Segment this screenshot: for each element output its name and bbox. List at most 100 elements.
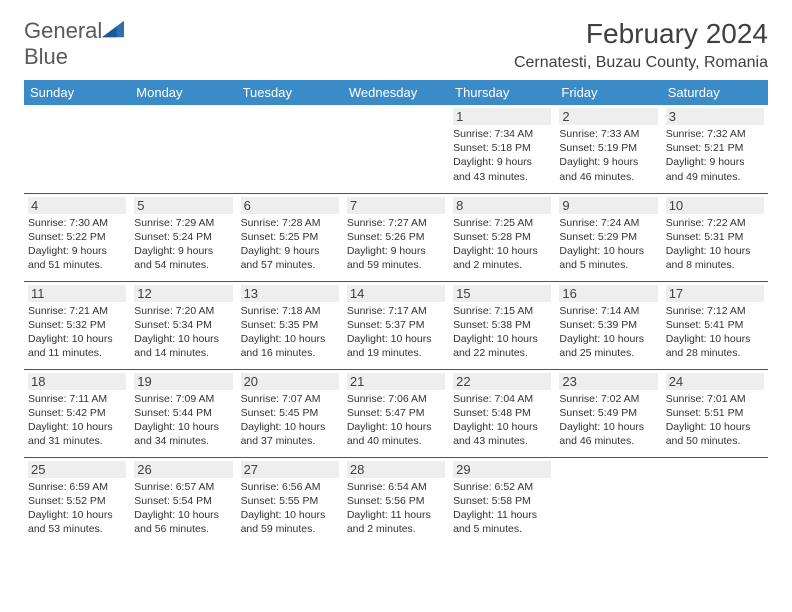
- calendar-empty-cell: [555, 457, 661, 545]
- day-number: 24: [666, 373, 764, 390]
- day-number: 21: [347, 373, 445, 390]
- logo-text-b: Blue: [24, 44, 68, 69]
- day-number: 29: [453, 461, 551, 478]
- day-detail: Sunrise: 6:52 AMSunset: 5:58 PMDaylight:…: [453, 480, 551, 537]
- day-number: 22: [453, 373, 551, 390]
- calendar-empty-cell: [130, 105, 236, 193]
- day-number: 23: [559, 373, 657, 390]
- day-number: 26: [134, 461, 232, 478]
- calendar-day-cell: 18Sunrise: 7:11 AMSunset: 5:42 PMDayligh…: [24, 369, 130, 457]
- day-detail: Sunrise: 7:34 AMSunset: 5:18 PMDaylight:…: [453, 127, 551, 184]
- month-title: February 2024: [514, 18, 768, 50]
- logo: General Blue: [24, 18, 124, 70]
- day-number: 2: [559, 108, 657, 125]
- days-of-week-row: SundayMondayTuesdayWednesdayThursdayFrid…: [24, 80, 768, 105]
- calendar-week-row: 18Sunrise: 7:11 AMSunset: 5:42 PMDayligh…: [24, 369, 768, 457]
- day-number: 10: [666, 197, 764, 214]
- day-detail: Sunrise: 7:15 AMSunset: 5:38 PMDaylight:…: [453, 304, 551, 361]
- day-detail: Sunrise: 7:29 AMSunset: 5:24 PMDaylight:…: [134, 216, 232, 273]
- day-detail: Sunrise: 7:11 AMSunset: 5:42 PMDaylight:…: [28, 392, 126, 449]
- title-block: February 2024 Cernatesti, Buzau County, …: [514, 18, 768, 72]
- calendar-table: SundayMondayTuesdayWednesdayThursdayFrid…: [24, 80, 768, 545]
- calendar-day-cell: 9 Sunrise: 7:24 AMSunset: 5:29 PMDaylight…: [555, 193, 661, 281]
- day-number: 17: [666, 285, 764, 302]
- calendar-day-cell: 14 Sunrise: 7:17 AMSunset: 5:37 PMDayligh…: [343, 281, 449, 369]
- day-detail: Sunrise: 7:12 AMSunset: 5:41 PMDaylight:…: [666, 304, 764, 361]
- day-number: 8: [453, 197, 551, 214]
- day-detail: Sunrise: 7:30 AMSunset: 5:22 PMDaylight:…: [28, 216, 126, 273]
- logo-text-a: General: [24, 18, 102, 43]
- calendar-day-cell: 23 Sunrise: 7:02 AMSunset: 5:49 PMDayligh…: [555, 369, 661, 457]
- day-number: 1: [453, 108, 551, 125]
- calendar-day-cell: 24 Sunrise: 7:01 AMSunset: 5:51 PMDayligh…: [662, 369, 768, 457]
- day-detail: Sunrise: 7:14 AMSunset: 5:39 PMDaylight:…: [559, 304, 657, 361]
- dow-header: Wednesday: [343, 80, 449, 105]
- day-number: 15: [453, 285, 551, 302]
- day-number: 20: [241, 373, 339, 390]
- day-number: 9: [559, 197, 657, 214]
- day-detail: Sunrise: 6:54 AMSunset: 5:56 PMDaylight:…: [347, 480, 445, 537]
- logo-triangle-icon: [102, 20, 124, 38]
- calendar-day-cell: 29 Sunrise: 6:52 AMSunset: 5:58 PMDayligh…: [449, 457, 555, 545]
- calendar-day-cell: 2 Sunrise: 7:33 AMSunset: 5:19 PMDaylight…: [555, 105, 661, 193]
- day-number: 7: [347, 197, 445, 214]
- day-detail: Sunrise: 7:09 AMSunset: 5:44 PMDaylight:…: [134, 392, 232, 449]
- calendar-empty-cell: [24, 105, 130, 193]
- calendar-body: 1 Sunrise: 7:34 AMSunset: 5:18 PMDaylight…: [24, 105, 768, 545]
- calendar-day-cell: 21Sunrise: 7:06 AMSunset: 5:47 PMDayligh…: [343, 369, 449, 457]
- day-number: 12: [134, 285, 232, 302]
- dow-header: Friday: [555, 80, 661, 105]
- day-detail: Sunrise: 7:22 AMSunset: 5:31 PMDaylight:…: [666, 216, 764, 273]
- calendar-day-cell: 28 Sunrise: 6:54 AMSunset: 5:56 PMDayligh…: [343, 457, 449, 545]
- calendar-empty-cell: [343, 105, 449, 193]
- day-number: 25: [28, 461, 126, 478]
- calendar-day-cell: 26Sunrise: 6:57 AMSunset: 5:54 PMDayligh…: [130, 457, 236, 545]
- day-detail: Sunrise: 7:18 AMSunset: 5:35 PMDaylight:…: [241, 304, 339, 361]
- day-number: 6: [241, 197, 339, 214]
- calendar-day-cell: 12 Sunrise: 7:20 AMSunset: 5:34 PMDayligh…: [130, 281, 236, 369]
- dow-header: Saturday: [662, 80, 768, 105]
- calendar-empty-cell: [662, 457, 768, 545]
- day-number: 19: [134, 373, 232, 390]
- day-detail: Sunrise: 6:56 AMSunset: 5:55 PMDaylight:…: [241, 480, 339, 537]
- calendar-empty-cell: [237, 105, 343, 193]
- day-number: 11: [28, 285, 126, 302]
- calendar-day-cell: 5 Sunrise: 7:29 AMSunset: 5:24 PMDaylight…: [130, 193, 236, 281]
- day-detail: Sunrise: 7:24 AMSunset: 5:29 PMDaylight:…: [559, 216, 657, 273]
- day-detail: Sunrise: 7:21 AMSunset: 5:32 PMDaylight:…: [28, 304, 126, 361]
- calendar-week-row: 11 Sunrise: 7:21 AMSunset: 5:32 PMDayligh…: [24, 281, 768, 369]
- day-detail: Sunrise: 7:01 AMSunset: 5:51 PMDaylight:…: [666, 392, 764, 449]
- calendar-day-cell: 11 Sunrise: 7:21 AMSunset: 5:32 PMDayligh…: [24, 281, 130, 369]
- day-number: 4: [28, 197, 126, 214]
- calendar-day-cell: 8Sunrise: 7:25 AMSunset: 5:28 PMDaylight…: [449, 193, 555, 281]
- day-number: 27: [241, 461, 339, 478]
- calendar-day-cell: 17 Sunrise: 7:12 AMSunset: 5:41 PMDayligh…: [662, 281, 768, 369]
- calendar-day-cell: 4 Sunrise: 7:30 AMSunset: 5:22 PMDaylight…: [24, 193, 130, 281]
- day-detail: Sunrise: 7:33 AMSunset: 5:19 PMDaylight:…: [559, 127, 657, 184]
- day-detail: Sunrise: 7:17 AMSunset: 5:37 PMDaylight:…: [347, 304, 445, 361]
- day-detail: Sunrise: 7:04 AMSunset: 5:48 PMDaylight:…: [453, 392, 551, 449]
- location: Cernatesti, Buzau County, Romania: [514, 54, 768, 72]
- day-number: 28: [347, 461, 445, 478]
- day-number: 14: [347, 285, 445, 302]
- calendar-day-cell: 19 Sunrise: 7:09 AMSunset: 5:44 PMDayligh…: [130, 369, 236, 457]
- calendar-day-cell: 7 Sunrise: 7:27 AMSunset: 5:26 PMDaylight…: [343, 193, 449, 281]
- calendar-day-cell: 6Sunrise: 7:28 AMSunset: 5:25 PMDaylight…: [237, 193, 343, 281]
- header: General Blue February 2024 Cernatesti, B…: [24, 18, 768, 72]
- day-detail: Sunrise: 7:07 AMSunset: 5:45 PMDaylight:…: [241, 392, 339, 449]
- dow-header: Monday: [130, 80, 236, 105]
- day-number: 16: [559, 285, 657, 302]
- dow-header: Thursday: [449, 80, 555, 105]
- calendar-day-cell: 1 Sunrise: 7:34 AMSunset: 5:18 PMDaylight…: [449, 105, 555, 193]
- day-number: 5: [134, 197, 232, 214]
- calendar-week-row: 4 Sunrise: 7:30 AMSunset: 5:22 PMDaylight…: [24, 193, 768, 281]
- calendar-day-cell: 16 Sunrise: 7:14 AMSunset: 5:39 PMDayligh…: [555, 281, 661, 369]
- day-number: 3: [666, 108, 764, 125]
- calendar-day-cell: 27 Sunrise: 6:56 AMSunset: 5:55 PMDayligh…: [237, 457, 343, 545]
- day-detail: Sunrise: 7:02 AMSunset: 5:49 PMDaylight:…: [559, 392, 657, 449]
- day-detail: Sunrise: 7:27 AMSunset: 5:26 PMDaylight:…: [347, 216, 445, 273]
- calendar-day-cell: 15 Sunrise: 7:15 AMSunset: 5:38 PMDayligh…: [449, 281, 555, 369]
- calendar-day-cell: 3Sunrise: 7:32 AMSunset: 5:21 PMDaylight…: [662, 105, 768, 193]
- day-number: 13: [241, 285, 339, 302]
- day-detail: Sunrise: 7:20 AMSunset: 5:34 PMDaylight:…: [134, 304, 232, 361]
